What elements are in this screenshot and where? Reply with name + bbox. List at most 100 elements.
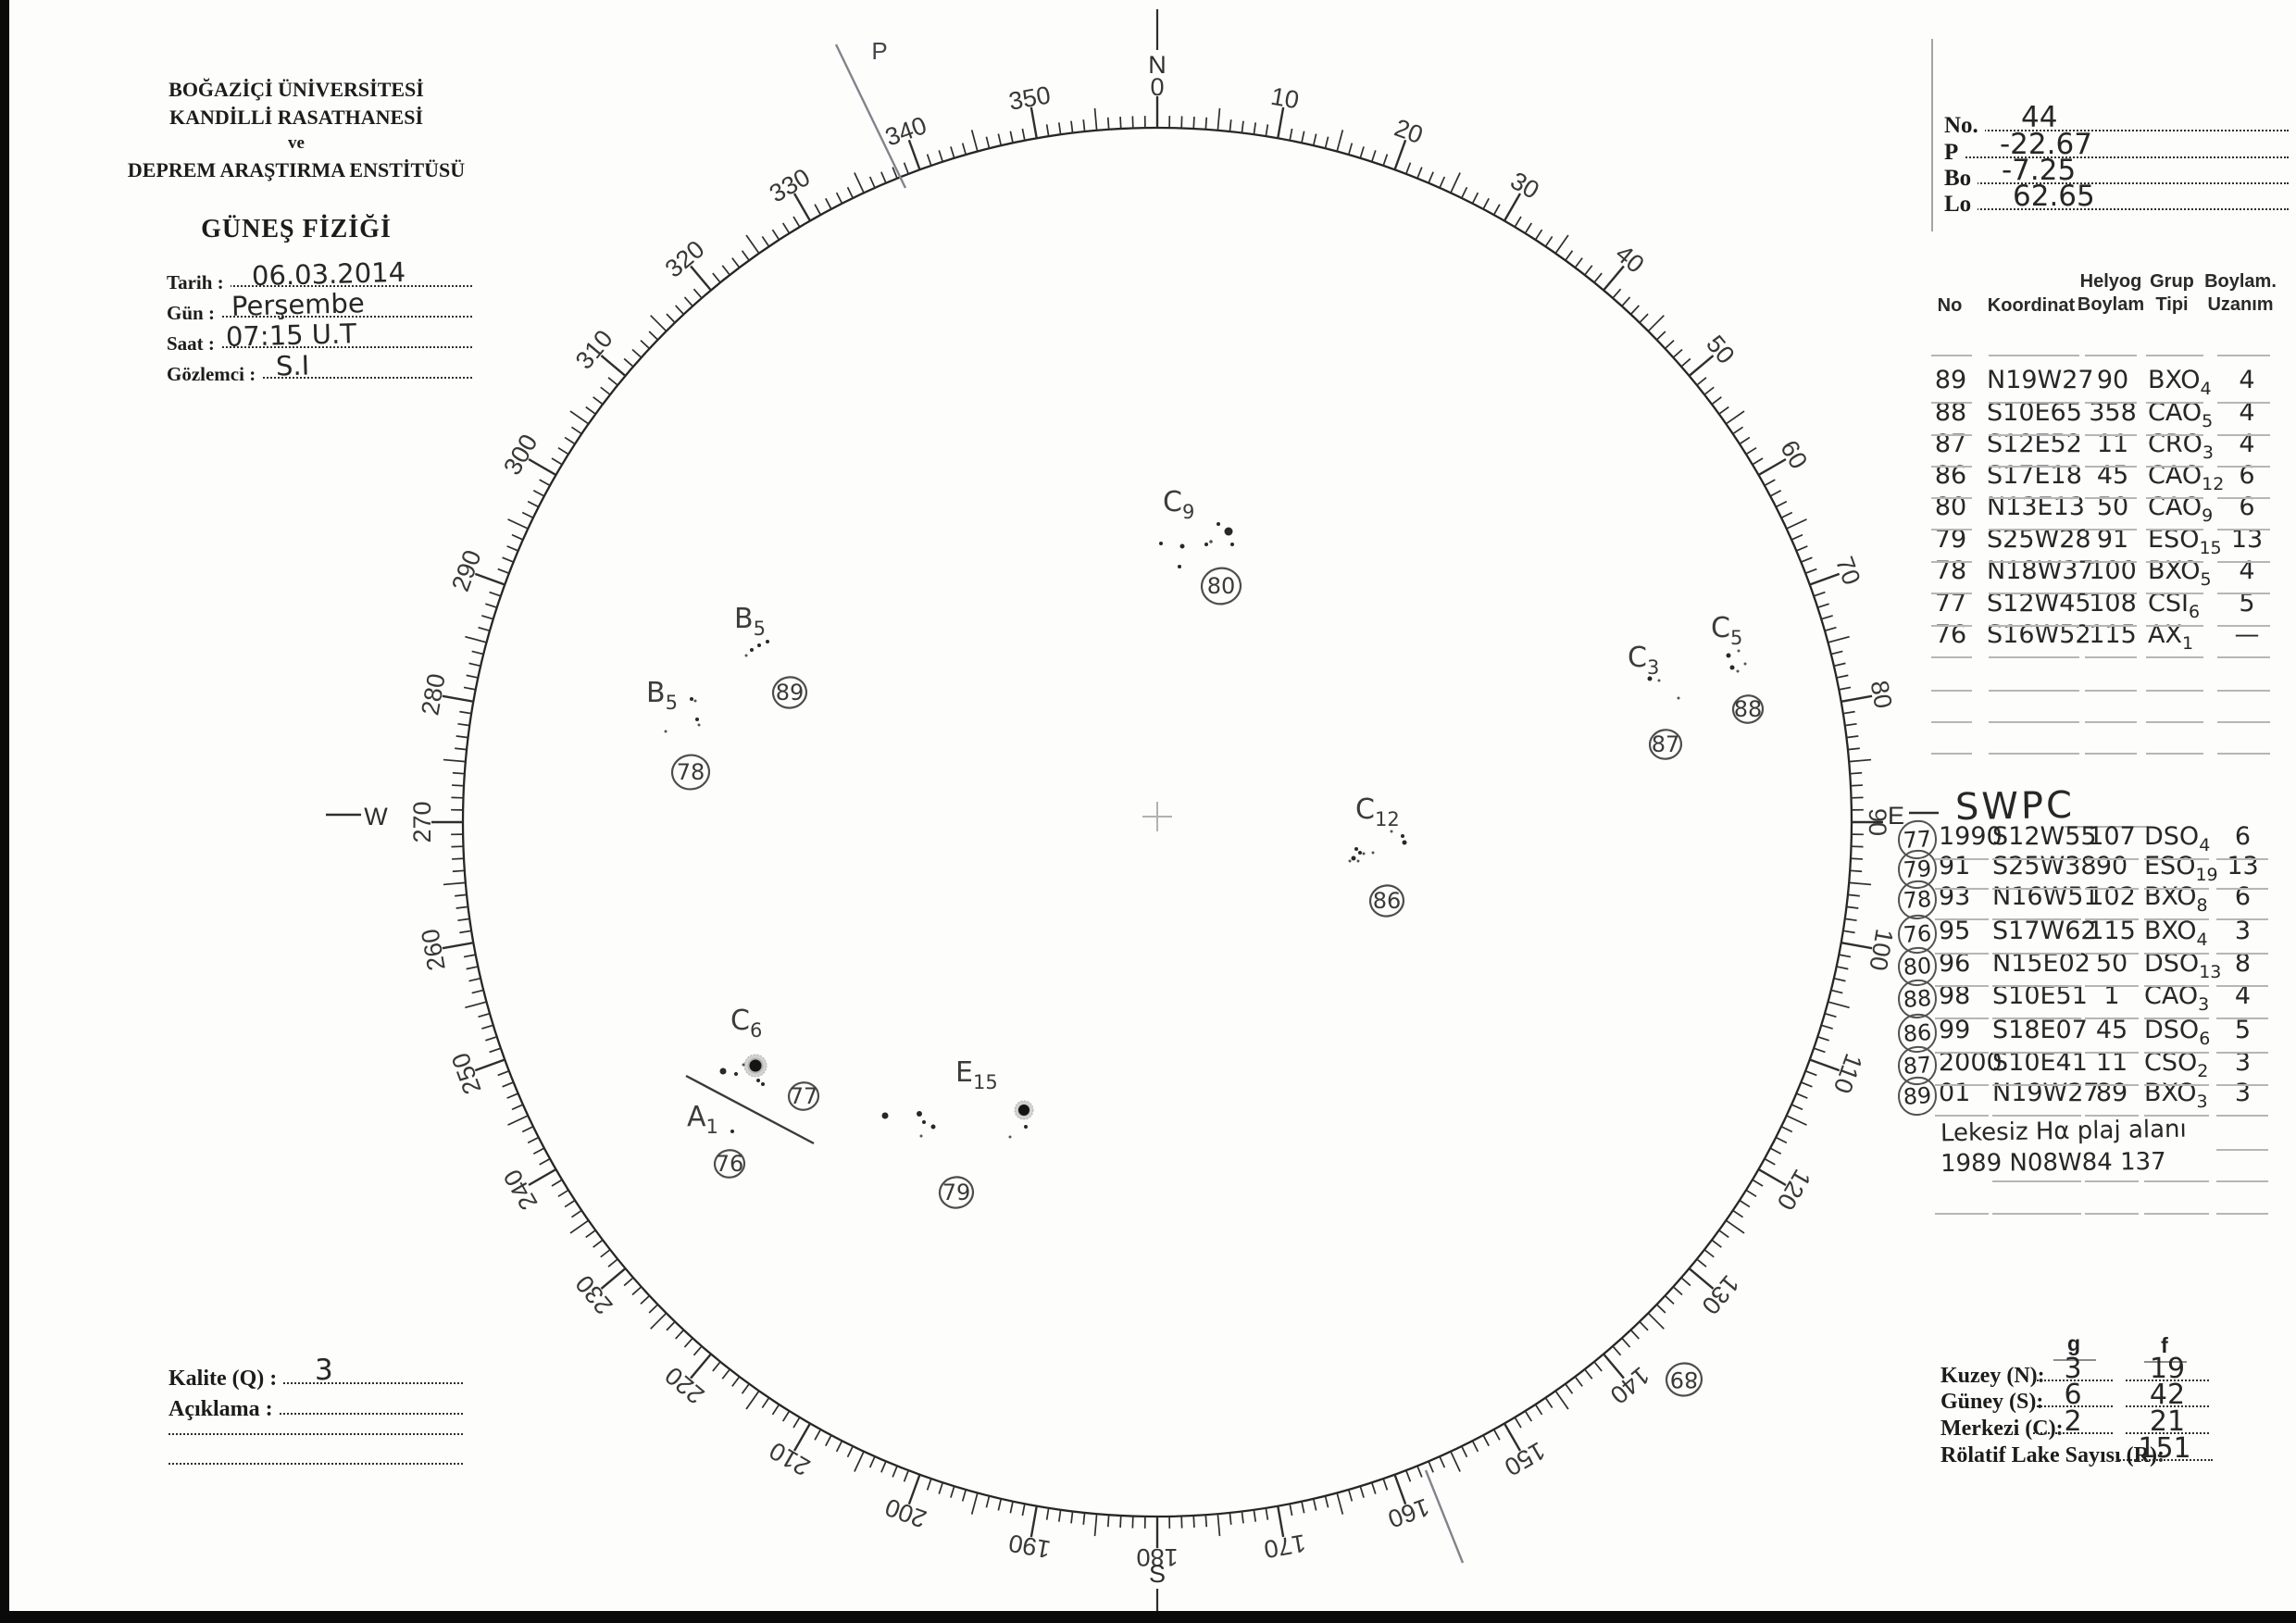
degree-tick xyxy=(1841,694,1873,703)
degree-tick xyxy=(1370,1482,1377,1494)
degree-label-40: 40 xyxy=(1610,240,1649,279)
sunspot-dot xyxy=(930,1124,936,1130)
degree-tick xyxy=(1680,357,1691,368)
summary-row-relative: Rölatif Lake Sayısı (R): 151 xyxy=(1940,1432,2296,1468)
degree-tick xyxy=(721,1368,730,1380)
degree-tick xyxy=(1796,1092,1808,1099)
degree-tick xyxy=(1192,117,1195,130)
degree-label-150: 150 xyxy=(1500,1436,1550,1481)
degree-tick xyxy=(814,204,822,216)
sunspot-group-88: C5 88 xyxy=(1711,612,1765,724)
field-gun: Gün : Perşembe xyxy=(167,287,472,325)
degree-label-140: 140 xyxy=(1604,1361,1654,1409)
sunspot-dot xyxy=(881,1112,889,1119)
degree-tick xyxy=(1703,1249,1715,1258)
summary-kuzey-g: 3 xyxy=(2064,1353,2082,1385)
dotted-line xyxy=(1944,156,2289,158)
degree-tick xyxy=(1757,457,1787,477)
south-label: S xyxy=(1149,1560,1166,1588)
limb-line-southeast xyxy=(1424,1469,1465,1564)
swpc-row-rule xyxy=(2085,1115,2139,1117)
group-table-blank-rule xyxy=(2085,690,2137,692)
swpc-row-rule xyxy=(1935,985,1989,987)
degree-tick xyxy=(1786,1115,1807,1126)
degree-tick xyxy=(1534,229,1543,241)
group-table-row-rule xyxy=(2146,593,2203,594)
sunspot-group-76: A1 76 xyxy=(687,1101,746,1179)
degree-tick xyxy=(640,340,651,350)
degree-tick xyxy=(1471,192,1479,205)
swpc-note-rule xyxy=(2085,1180,2139,1182)
degree-tick xyxy=(1847,893,1860,897)
field-kalite-value: 3 xyxy=(315,1354,333,1387)
degree-label-200: 200 xyxy=(881,1492,930,1533)
dotted-line xyxy=(1944,208,2289,210)
group-type-subscript: 1 xyxy=(2181,633,2194,654)
degree-tick xyxy=(463,954,476,958)
degree-tick xyxy=(846,1445,854,1458)
swpc-row-rule xyxy=(2216,918,2268,920)
sunspot-group-89: B5 89 xyxy=(734,603,808,709)
group-number: 89 xyxy=(776,680,805,705)
degree-tick xyxy=(569,410,590,425)
degree-tick xyxy=(1593,272,1603,283)
dotted-line xyxy=(1944,182,2289,184)
degree-label-320: 320 xyxy=(660,235,710,283)
degree-tick xyxy=(1229,119,1232,132)
swpc-row-rule xyxy=(1992,1052,2081,1054)
field-kalite-label: Kalite (Q) : xyxy=(168,1367,284,1392)
swpc-type-subscript: 8 xyxy=(2196,895,2208,916)
degree-tick xyxy=(600,355,627,377)
group-table-row-rule xyxy=(2146,561,2203,563)
degree-tick xyxy=(1775,1136,1788,1144)
degree-tick xyxy=(1544,1397,1554,1409)
degree-tick xyxy=(1847,747,1860,751)
sunspot-dot xyxy=(695,718,699,721)
summary-guney-label: Güney (S): xyxy=(1940,1390,2049,1415)
group-table-header-line: Boylam. xyxy=(2204,271,2277,292)
degree-label-250: 250 xyxy=(446,1049,487,1098)
degree-label-90: 90 xyxy=(1864,808,1891,836)
dotted-line xyxy=(168,1463,463,1465)
degree-tick xyxy=(1801,1081,1813,1088)
degree-tick xyxy=(1347,143,1354,156)
degree-label-310: 310 xyxy=(570,325,618,375)
degree-tick xyxy=(1524,222,1533,234)
group-table-row-rule xyxy=(1931,434,1972,436)
swpc-row-uzanim: 3 xyxy=(2234,917,2252,945)
swpc-note-line2: 1989 N08W84 137 xyxy=(1940,1147,2166,1179)
degree-tick xyxy=(1336,130,1344,152)
ephemeris-lo-value: 62.65 xyxy=(2013,180,2095,213)
sunspot-dot xyxy=(756,1079,760,1082)
degree-tick xyxy=(1711,396,1722,406)
summary-col-g: g xyxy=(2066,1331,2081,1355)
degree-tick xyxy=(1217,107,1221,131)
sunspot-dot xyxy=(744,654,748,657)
degree-tick xyxy=(1554,1390,1569,1410)
group-type-subscript: 15 xyxy=(2199,538,2222,558)
group-table-row-rule xyxy=(1989,497,2079,499)
group-table-row-rule xyxy=(1989,529,2079,531)
degree-tick xyxy=(507,518,529,530)
degree-tick xyxy=(1404,162,1412,175)
group-number-circle xyxy=(1648,729,1683,760)
ephemeris-lo-label: Lo xyxy=(1944,192,1978,218)
group-table-row-rule xyxy=(2085,402,2137,404)
degree-tick xyxy=(607,377,618,386)
degree-tick xyxy=(792,216,801,228)
degree-tick xyxy=(539,479,551,487)
institution-line-2: KANDİLLİ RASATHANESİ xyxy=(168,106,424,129)
degree-tick xyxy=(1813,1047,1826,1054)
degree-tick xyxy=(1359,1485,1365,1498)
degree-tick xyxy=(1106,117,1110,130)
swpc-type-subscript: 3 xyxy=(2196,1092,2208,1112)
degree-tick xyxy=(1324,136,1329,149)
swpc-row-rule xyxy=(2144,1052,2209,1054)
degree-tick xyxy=(465,1001,487,1009)
degree-tick xyxy=(903,1469,910,1482)
sunspot-dot xyxy=(1178,565,1181,568)
degree-tick xyxy=(693,288,703,299)
swpc-row-rule xyxy=(2085,858,2139,860)
group-pencil-line xyxy=(685,1074,815,1145)
swpc-row-koordinat: S18E07 xyxy=(1992,1016,2088,1044)
